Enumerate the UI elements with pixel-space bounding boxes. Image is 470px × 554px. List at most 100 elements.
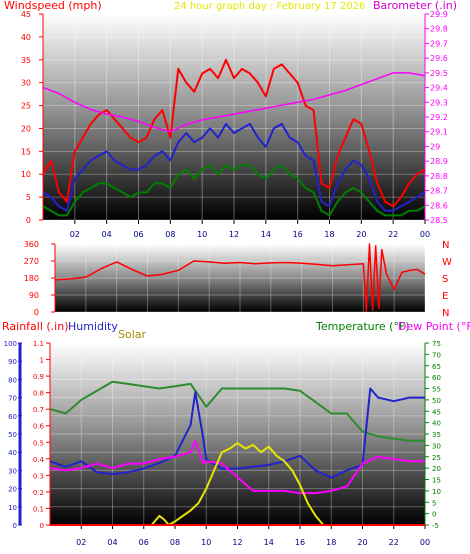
rain-tick-label: 0.1 (33, 505, 44, 513)
dewpoint-label: Dew Point (°F) (398, 320, 470, 333)
baro-right-tick-label: 29.5 (430, 69, 448, 78)
temp-tick-label: 0 (432, 511, 436, 519)
temp-tick-label: 25 (432, 454, 441, 462)
wind-left-tick-label: 20 (21, 124, 31, 133)
dir-compass-label: W (442, 257, 452, 268)
series-line-temp (49, 380, 425, 442)
series-line-solar (150, 442, 325, 526)
baro-right-tick-label: 28.5 (430, 216, 448, 225)
axes-layer: 05101520253035404528.528.628.728.828.929… (4, 10, 452, 547)
rain-tick-label: 0.6 (33, 423, 45, 431)
humidity-tick-label: 60 (8, 413, 17, 421)
dir-left-tick-label: 180 (24, 274, 39, 283)
baro-right-tick-label: 28.7 (430, 187, 448, 196)
temp-x-tick-label: 16 (295, 538, 305, 547)
series-line-gust (42, 58, 426, 208)
wind-x-tick-label: 16 (293, 230, 303, 239)
humidity-tick-label: 10 (8, 504, 17, 512)
dir-compass-label: S (442, 274, 448, 285)
rain-tick-label: 0.4 (33, 456, 45, 464)
temp-x-tick-label: 08 (170, 538, 180, 547)
windspeed-label: Windspeed (mph) (4, 0, 102, 12)
barometer-label: Barometer (.in) (373, 0, 457, 12)
humidity-tick-label: 20 (8, 486, 17, 494)
humidity-tick-label: 40 (8, 449, 17, 457)
dir-left-tick-label: 270 (24, 257, 39, 266)
humidity-tick-label: 0 (13, 522, 17, 530)
chart-title: 24 hour graph day : February 17 2026 (174, 1, 365, 12)
solar-label: Solar (118, 328, 147, 341)
wind-left-tick-label: 5 (26, 193, 31, 202)
rain-tick-label: 0.8 (33, 390, 44, 398)
dir-compass-label: E (442, 291, 448, 302)
temp-tick-label: 75 (432, 340, 441, 348)
wind-x-tick-label: 00 (420, 230, 430, 239)
rain-tick-label: 0.5 (33, 439, 44, 447)
humidity-label: Humidity (68, 320, 118, 333)
humidity-tick-label: 50 (8, 431, 17, 439)
wind-left-tick-label: 30 (21, 79, 31, 88)
rain-tick-label: 0.7 (33, 406, 44, 414)
temp-x-tick-label: 04 (107, 538, 117, 547)
temp-tick-label: 70 (432, 351, 441, 359)
rain-tick-label: 0.3 (33, 472, 44, 480)
temp-tick-label: -5 (432, 522, 439, 530)
wind-x-tick-label: 14 (261, 230, 271, 239)
humidity-tick-label: 100 (4, 340, 17, 348)
temp-tick-label: 35 (432, 431, 441, 439)
temp-tick-label: 50 (432, 397, 441, 405)
temp-x-tick-label: 20 (357, 538, 367, 547)
wind-panel-bg (43, 14, 425, 220)
wind-left-tick-label: 0 (26, 216, 31, 225)
wind-left-tick-label: 15 (21, 147, 31, 156)
dir-left-tick-label: 0 (34, 308, 39, 317)
temp-tick-label: 30 (432, 442, 441, 450)
temp-tick-label: 5 (432, 499, 436, 507)
baro-right-tick-label: 29 (430, 142, 440, 151)
wind-x-tick-label: 10 (197, 230, 207, 239)
dir-left-tick-label: 90 (29, 291, 39, 300)
wind-x-tick-label: 12 (229, 230, 239, 239)
baro-right-tick-label: 29.1 (430, 128, 448, 137)
temp-panel-bg (50, 343, 425, 525)
direction-panel-bg (55, 244, 425, 312)
temp-x-tick-label: 00 (420, 538, 430, 547)
baro-right-tick-label: 28.8 (430, 172, 448, 181)
baro-right-tick-label: 29.2 (430, 113, 448, 122)
temp-tick-label: 55 (432, 386, 441, 394)
humidity-tick-label: 80 (8, 376, 17, 384)
temp-tick-label: 20 (432, 465, 441, 473)
temp-x-tick-label: 12 (232, 538, 242, 547)
wind-x-tick-label: 18 (324, 230, 334, 239)
wind-left-tick-label: 10 (21, 170, 31, 179)
rain-tick-label: 1.1 (33, 340, 44, 348)
series-line-baro (42, 72, 426, 133)
wind-left-tick-label: 35 (21, 56, 31, 65)
series-line-dew (49, 439, 425, 495)
baro-right-tick-label: 29.4 (430, 84, 448, 93)
temp-tick-label: 40 (432, 420, 441, 428)
baro-right-tick-label: 29.3 (430, 98, 448, 107)
baro-right-tick-label: 29.8 (430, 25, 448, 34)
temp-x-tick-label: 18 (326, 538, 336, 547)
series-line-wind (42, 122, 426, 212)
wind-x-tick-label: 04 (102, 230, 112, 239)
baro-right-tick-label: 28.9 (430, 157, 448, 166)
series-line-humidity (49, 387, 425, 479)
dir-compass-label: N (442, 308, 449, 319)
baro-right-tick-label: 29.7 (430, 39, 448, 48)
dir-compass-label: N (442, 240, 449, 251)
series-line-avg (42, 164, 426, 217)
temperature-label: Temperature (°F) (315, 320, 410, 333)
wind-x-tick-label: 02 (70, 230, 80, 239)
temp-x-tick-label: 22 (389, 538, 399, 547)
temp-tick-label: 60 (432, 374, 441, 382)
temp-x-tick-label: 06 (139, 538, 149, 547)
temp-tick-label: 10 (432, 488, 441, 496)
wind-left-tick-label: 25 (21, 102, 31, 111)
series-layer (42, 58, 426, 526)
humidity-tick-label: 90 (8, 358, 17, 366)
temp-tick-label: 45 (432, 408, 441, 416)
wind-x-tick-label: 06 (133, 230, 143, 239)
